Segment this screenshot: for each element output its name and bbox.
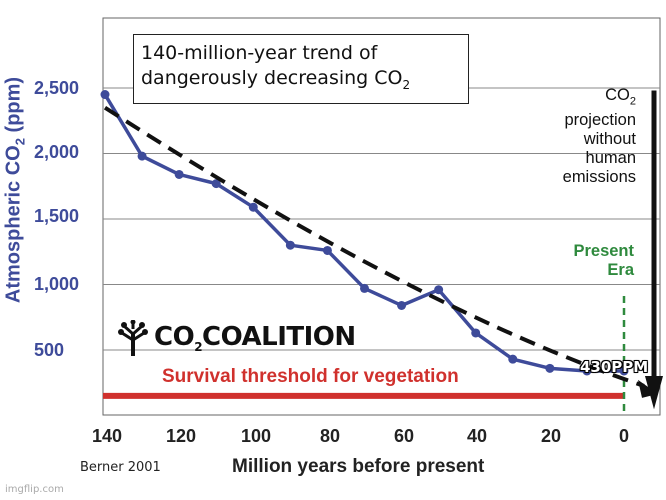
x-tick-label: 80 [319,426,341,446]
threshold-label: Survival threshold for vegetation [162,366,459,387]
x-tick-label: 120 [165,426,197,446]
chart-title-line2: dangerously decreasing CO2 [141,67,411,92]
y-axis-label: Atmospheric CO2 (ppm) [2,76,28,304]
chart-title-box: 140-million-year trend of dangerously de… [133,34,469,104]
y-tick-label: 500 [34,340,65,360]
ppm-label: 430PPM [580,358,649,376]
x-tick-label: 60 [393,426,415,446]
data-point [322,245,332,255]
x-tick-label: 40 [466,426,488,446]
co2-coalition-logo: CO2COALITION [118,318,356,358]
data-point [360,283,369,293]
projection-arrowhead [645,376,663,410]
x-tick-label: 0 [618,426,629,446]
x-tick-label: 20 [540,426,562,446]
watermark: imgflip.com [5,484,64,495]
data-point [137,151,147,161]
data-point [545,363,555,373]
data-point [174,169,184,179]
x-tick-label: 140 [91,426,123,446]
data-point [397,300,407,310]
data-point [508,354,518,364]
data-point [285,240,295,250]
trend-line [103,105,645,388]
y-tick-label: 1,500 [34,206,80,226]
data-point [434,285,444,295]
data-point [471,328,481,338]
y-tick-label: 1,000 [34,274,80,294]
data-point [248,202,258,212]
x-axis-label: Million years before present [232,456,485,477]
data-point [100,90,110,100]
present-era-label: Present Era [573,242,634,279]
chart-title-line1: 140-million-year trend of [141,42,378,64]
data-point [211,179,221,189]
data-point [582,366,592,376]
logo-text: CO2COALITION [154,321,356,355]
source-credit: Berner 2001 [80,460,161,475]
x-tick-label: 100 [240,426,272,446]
tree-icon [118,320,148,356]
plot-frame [102,17,661,416]
y-tick-label: 2,500 [34,78,80,98]
data-point [619,366,629,376]
projection-annotation: CO2 projection without human emissions [562,86,636,187]
y-tick-label: 2,000 [34,142,80,162]
